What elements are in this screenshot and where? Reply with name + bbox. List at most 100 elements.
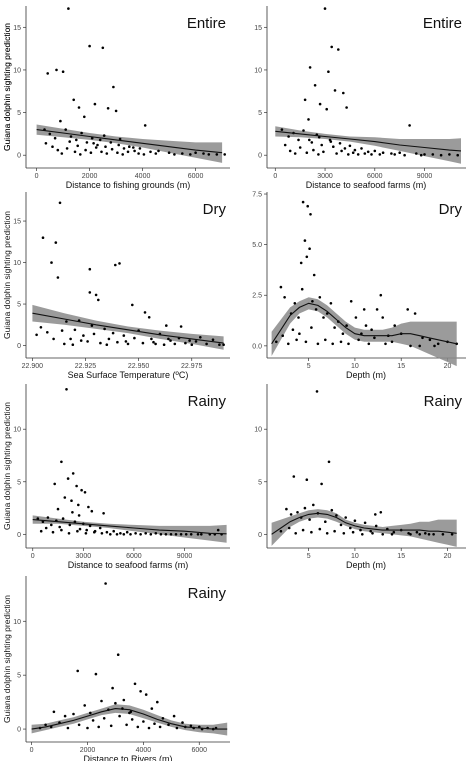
data-point bbox=[68, 523, 72, 527]
data-point bbox=[173, 153, 176, 156]
data-point bbox=[119, 532, 122, 535]
x-tick-label: 15 bbox=[397, 553, 405, 560]
data-point bbox=[184, 341, 187, 345]
data-point bbox=[126, 342, 130, 346]
panel-2: 0 3000 6000 9000 0 5 10 15 Entire Distance to sea… bbox=[2, 6, 466, 190]
data-point bbox=[122, 533, 126, 536]
data-point bbox=[65, 320, 68, 323]
data-point bbox=[53, 136, 57, 140]
data-point bbox=[283, 296, 286, 299]
x-tick-label: 20 bbox=[444, 553, 452, 560]
data-point bbox=[200, 533, 203, 536]
data-point bbox=[44, 142, 48, 145]
x-tick-label: 3000 bbox=[76, 553, 92, 560]
data-point bbox=[364, 324, 368, 327]
data-point bbox=[154, 152, 158, 155]
x-tick-label: 15 bbox=[397, 363, 405, 370]
data-point bbox=[93, 102, 97, 106]
data-point bbox=[97, 298, 100, 302]
data-point bbox=[373, 149, 377, 153]
data-point bbox=[112, 529, 115, 533]
data-point bbox=[71, 472, 75, 475]
panel-7: 0 2000 4000 6000 0 5 10 Rainy Distance to Rivers… bbox=[2, 576, 230, 761]
data-point bbox=[343, 147, 347, 150]
data-point bbox=[297, 316, 300, 319]
data-point bbox=[109, 141, 113, 144]
data-point bbox=[331, 342, 335, 346]
data-point bbox=[84, 532, 88, 535]
data-point bbox=[139, 690, 142, 693]
data-point bbox=[69, 337, 72, 341]
y-tick-label: 15 bbox=[13, 25, 21, 32]
data-point bbox=[72, 98, 75, 102]
data-point bbox=[333, 326, 336, 329]
data-point bbox=[56, 507, 60, 511]
data-point bbox=[392, 530, 396, 534]
data-point bbox=[222, 343, 225, 347]
data-point bbox=[142, 720, 145, 723]
data-point bbox=[118, 262, 121, 265]
data-point bbox=[112, 85, 115, 89]
x-tick-label: 6000 bbox=[191, 747, 207, 754]
data-point bbox=[189, 153, 192, 156]
data-point bbox=[333, 89, 337, 92]
data-point bbox=[335, 514, 338, 517]
data-point bbox=[109, 533, 112, 536]
data-point bbox=[293, 302, 297, 305]
data-point bbox=[59, 119, 62, 123]
data-point bbox=[285, 507, 288, 511]
data-point bbox=[78, 527, 82, 531]
data-point bbox=[325, 532, 329, 535]
data-point bbox=[98, 138, 102, 142]
data-point bbox=[133, 682, 137, 686]
data-point bbox=[408, 124, 411, 127]
x-axis-label: Distance to seafood farms (m) bbox=[68, 560, 189, 570]
x-tick-label: 5 bbox=[307, 553, 311, 560]
panel-title: Rainy bbox=[188, 585, 227, 602]
data-point bbox=[424, 532, 427, 535]
data-point bbox=[128, 145, 131, 148]
data-point bbox=[53, 482, 56, 486]
data-point bbox=[118, 137, 122, 141]
data-point bbox=[102, 134, 106, 137]
data-point bbox=[371, 532, 374, 535]
data-point bbox=[363, 521, 367, 525]
x-tick-label: 6000 bbox=[188, 173, 204, 180]
data-point bbox=[144, 532, 147, 535]
data-point bbox=[188, 339, 191, 342]
data-point bbox=[300, 287, 304, 291]
data-point bbox=[50, 523, 53, 527]
data-point bbox=[122, 147, 126, 150]
data-point bbox=[318, 102, 322, 106]
data-point bbox=[351, 530, 355, 534]
data-point bbox=[66, 726, 70, 730]
y-tick-label: 5.0 bbox=[252, 242, 262, 249]
panel-title: Rainy bbox=[424, 393, 463, 410]
data-point bbox=[403, 153, 406, 157]
data-point bbox=[107, 337, 111, 341]
data-point bbox=[111, 686, 114, 690]
x-axis-label: Depth (m) bbox=[346, 370, 386, 380]
data-point bbox=[154, 532, 158, 535]
data-point bbox=[351, 151, 355, 154]
x-tick-label: 6000 bbox=[126, 553, 142, 560]
data-point bbox=[122, 334, 126, 337]
x-tick-label: 5 bbox=[307, 363, 311, 370]
data-point bbox=[86, 340, 89, 343]
data-point bbox=[181, 152, 184, 155]
data-point bbox=[102, 717, 106, 720]
data-point bbox=[76, 669, 79, 673]
data-point bbox=[312, 148, 315, 152]
data-point bbox=[174, 533, 178, 536]
data-point bbox=[189, 533, 193, 536]
data-point bbox=[173, 342, 177, 346]
data-point bbox=[109, 724, 113, 728]
fit-line bbox=[271, 512, 457, 535]
data-point bbox=[310, 326, 313, 329]
data-point bbox=[55, 68, 58, 72]
data-point bbox=[295, 338, 298, 342]
y-tick-label: 0 bbox=[17, 153, 21, 160]
confidence-band bbox=[32, 304, 224, 350]
y-tick-label: 2.5 bbox=[252, 293, 262, 300]
data-point bbox=[314, 308, 318, 311]
